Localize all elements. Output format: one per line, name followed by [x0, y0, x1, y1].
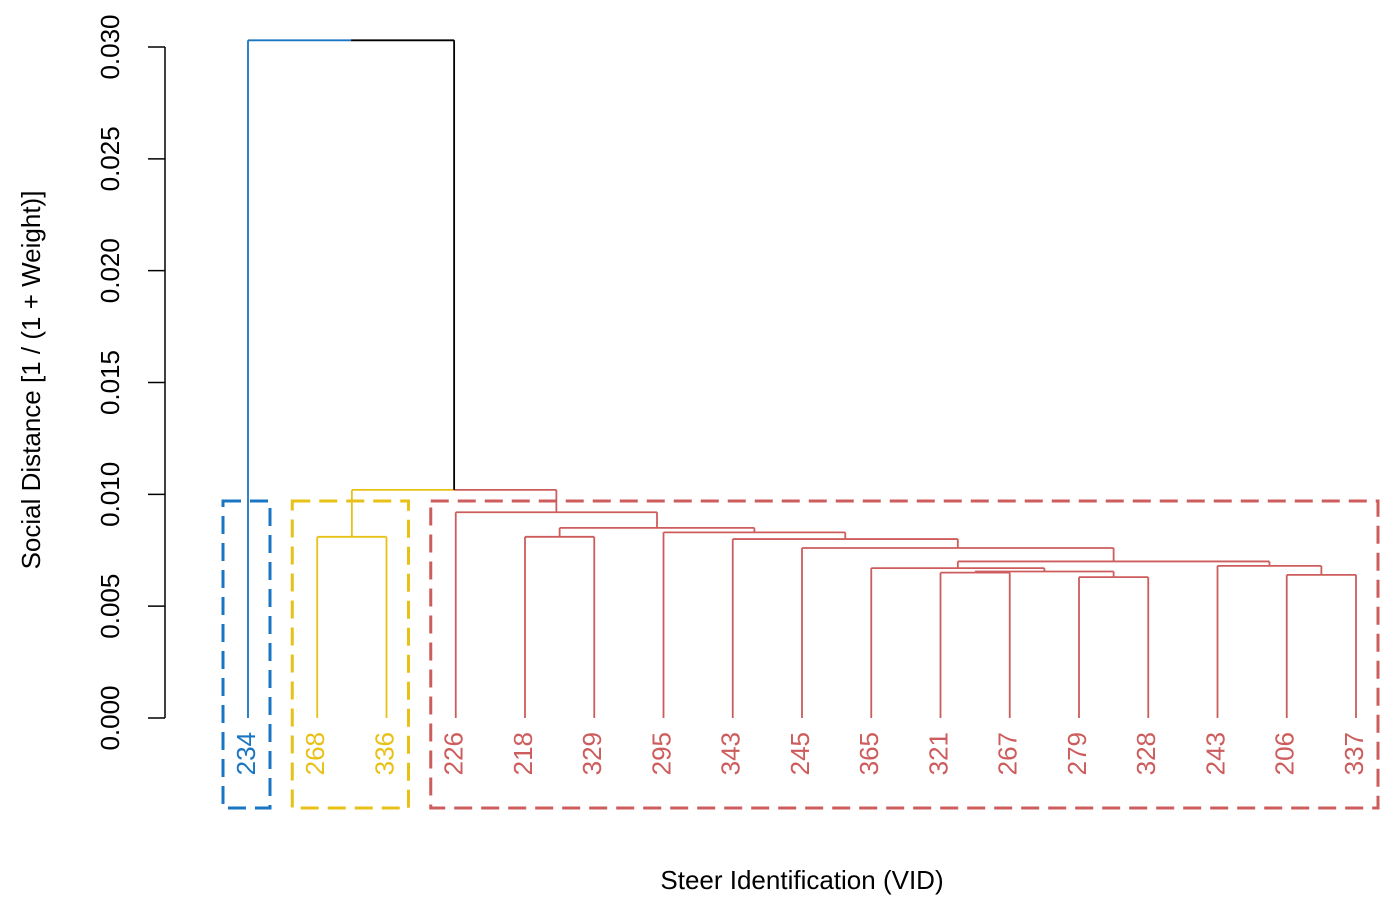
y-tick-label: 0.010	[95, 462, 125, 527]
y-tick-label: 0.020	[95, 238, 125, 303]
x-axis-label: Steer Identification (VID)	[660, 865, 943, 895]
y-tick-label: 0.000	[95, 685, 125, 750]
cluster-box	[290, 499, 410, 810]
leaf-label: 234	[231, 732, 261, 775]
cluster-box	[429, 499, 1380, 810]
y-tick-label: 0.025	[95, 126, 125, 191]
leaf-label: 206	[1270, 732, 1300, 775]
leaf-label: 245	[785, 732, 815, 775]
y-tick-label: 0.005	[95, 574, 125, 639]
leaf-label: 295	[646, 732, 676, 775]
leaf-label: 329	[577, 732, 607, 775]
cluster-box	[221, 499, 272, 810]
y-axis-label: Social Distance [1 / (1 + Weight)]	[16, 191, 46, 570]
leaf-label: 337	[1339, 732, 1369, 775]
leaf-label: 218	[508, 732, 538, 775]
leaf-label: 243	[1200, 732, 1230, 775]
leaf-label: 336	[369, 732, 399, 775]
leaf-label: 328	[1131, 732, 1161, 775]
y-tick-label: 0.015	[95, 350, 125, 415]
leaf-label: 226	[439, 732, 469, 775]
leaf-label: 343	[716, 732, 746, 775]
leaf-label: 268	[300, 732, 330, 775]
leaf-label: 267	[993, 732, 1023, 775]
y-tick-label: 0.030	[95, 14, 125, 79]
leaf-label: 321	[923, 732, 953, 775]
leaf-label: 365	[854, 732, 884, 775]
leaf-label: 279	[1062, 732, 1092, 775]
